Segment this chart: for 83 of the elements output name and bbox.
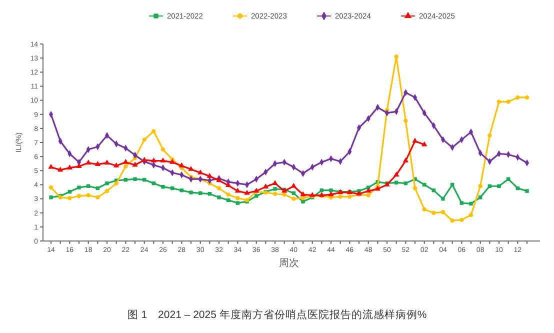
point bbox=[412, 186, 418, 190]
point bbox=[328, 191, 334, 196]
point bbox=[169, 158, 176, 164]
point bbox=[412, 138, 418, 143]
point bbox=[478, 184, 482, 188]
point bbox=[525, 189, 529, 193]
point bbox=[524, 95, 530, 100]
point bbox=[113, 162, 120, 168]
point bbox=[450, 218, 454, 223]
point bbox=[348, 194, 352, 199]
point bbox=[225, 182, 232, 188]
point bbox=[516, 95, 520, 100]
point bbox=[124, 164, 128, 169]
point bbox=[48, 185, 54, 190]
point bbox=[152, 129, 156, 134]
text: 图 1 2021 – 2025 年度南方省份哨点医院报告的流感样病例% bbox=[127, 308, 427, 321]
point bbox=[142, 138, 146, 142]
point bbox=[394, 54, 398, 59]
point bbox=[114, 181, 118, 186]
point bbox=[49, 196, 53, 200]
point bbox=[488, 133, 492, 138]
point bbox=[236, 201, 240, 205]
point bbox=[150, 158, 157, 162]
point bbox=[366, 193, 370, 198]
point bbox=[254, 194, 258, 198]
point bbox=[236, 196, 240, 200]
point bbox=[216, 177, 222, 182]
point bbox=[96, 195, 100, 200]
point bbox=[77, 186, 81, 190]
point bbox=[441, 196, 445, 201]
point bbox=[440, 210, 446, 214]
point bbox=[497, 184, 501, 188]
point bbox=[244, 190, 250, 195]
point bbox=[506, 177, 510, 181]
point bbox=[94, 161, 101, 166]
point bbox=[394, 180, 398, 184]
point bbox=[105, 181, 109, 186]
point bbox=[104, 188, 110, 194]
point bbox=[234, 188, 241, 193]
point bbox=[160, 147, 166, 152]
point bbox=[506, 100, 510, 104]
point bbox=[402, 158, 409, 162]
point bbox=[460, 218, 464, 222]
point bbox=[104, 160, 110, 165]
point bbox=[189, 190, 193, 194]
point bbox=[68, 196, 72, 200]
point bbox=[161, 184, 165, 189]
point bbox=[272, 192, 278, 196]
point bbox=[226, 192, 230, 197]
point bbox=[282, 192, 286, 197]
point bbox=[422, 207, 426, 212]
point bbox=[496, 100, 502, 104]
point bbox=[468, 212, 474, 218]
point bbox=[469, 202, 473, 206]
point bbox=[217, 196, 221, 200]
point bbox=[188, 166, 194, 171]
point bbox=[197, 169, 204, 174]
point bbox=[292, 196, 296, 201]
point bbox=[76, 163, 82, 168]
point bbox=[300, 191, 306, 196]
point bbox=[160, 158, 166, 162]
point bbox=[133, 177, 137, 181]
point bbox=[365, 188, 372, 193]
point bbox=[374, 186, 381, 191]
point bbox=[404, 118, 408, 123]
point bbox=[421, 141, 428, 146]
point bbox=[272, 180, 278, 185]
point bbox=[329, 188, 333, 192]
point bbox=[273, 187, 277, 191]
point bbox=[86, 193, 90, 198]
point bbox=[66, 164, 73, 170]
point bbox=[76, 194, 82, 198]
x-axis-title: 周次 bbox=[279, 258, 299, 269]
point bbox=[301, 200, 305, 204]
point bbox=[432, 210, 436, 215]
point bbox=[48, 164, 54, 169]
point bbox=[300, 196, 306, 200]
point bbox=[216, 186, 222, 190]
point bbox=[57, 166, 64, 172]
point bbox=[460, 201, 464, 205]
point bbox=[132, 162, 138, 167]
point bbox=[338, 194, 342, 199]
point bbox=[393, 172, 400, 177]
